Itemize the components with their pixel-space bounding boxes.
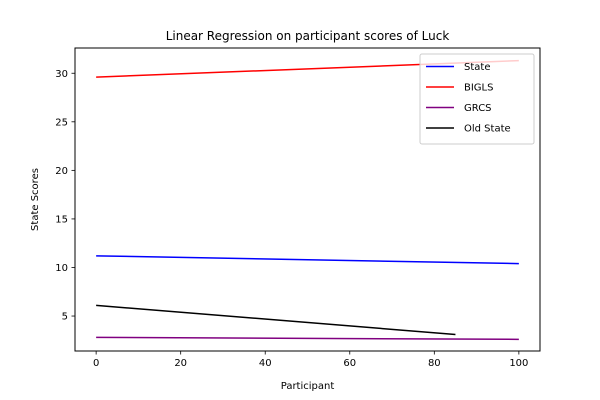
x-tick-label: 80 bbox=[428, 358, 441, 369]
legend-label: State bbox=[464, 62, 490, 73]
legend-box bbox=[419, 53, 535, 145]
plot-frame bbox=[74, 47, 541, 352]
y-axis-label: State Scores bbox=[30, 168, 41, 231]
x-axis-ticks: 0 20 40 60 80 100 bbox=[93, 351, 528, 369]
x-tick-label: 0 bbox=[93, 358, 99, 369]
y-axis-ticks: 5 10 15 20 25 30 bbox=[55, 69, 75, 323]
legend: State BIGLS GRCS Old State bbox=[419, 53, 535, 145]
x-tick-label: 60 bbox=[343, 358, 356, 369]
series-line-old-state bbox=[96, 304, 456, 336]
series-layer bbox=[96, 59, 519, 341]
y-tick-label: 25 bbox=[55, 117, 68, 128]
chart-title: Linear Regression on participant scores … bbox=[166, 29, 450, 43]
legend-label: GRCS bbox=[464, 103, 492, 114]
y-tick-label: 5 bbox=[62, 312, 68, 323]
y-tick-label: 30 bbox=[55, 69, 68, 80]
x-tick-label: 100 bbox=[509, 358, 528, 369]
x-axis-label: Participant bbox=[281, 381, 335, 392]
legend-label: Old State bbox=[464, 124, 511, 135]
y-tick-label: 15 bbox=[55, 214, 68, 225]
x-tick-label: 20 bbox=[174, 358, 187, 369]
y-tick-label: 20 bbox=[55, 166, 68, 177]
legend-label: BIGLS bbox=[464, 83, 493, 94]
series-line-state bbox=[96, 255, 519, 265]
series-line-grcs bbox=[96, 336, 519, 341]
y-tick-label: 10 bbox=[55, 263, 68, 274]
x-tick-label: 40 bbox=[259, 358, 272, 369]
